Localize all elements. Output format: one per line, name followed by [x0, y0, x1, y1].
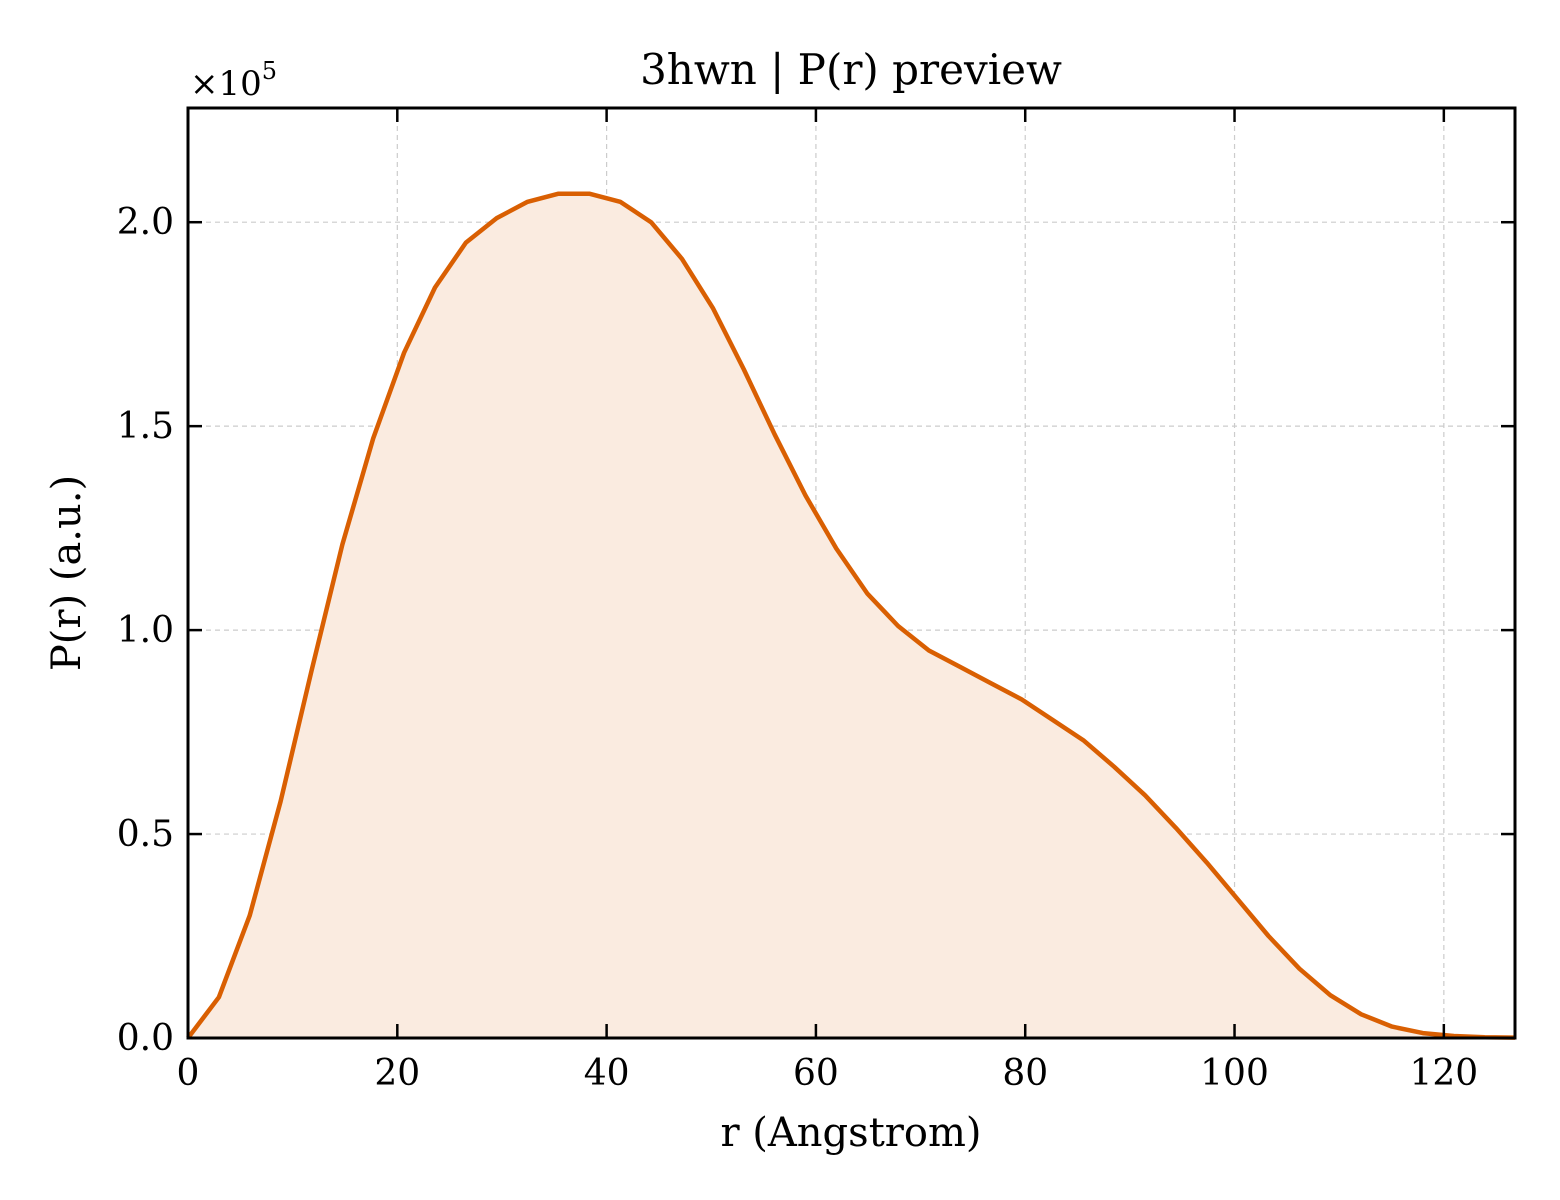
y-axis-title: P(r) (a.u.) [44, 475, 90, 671]
chart-title: 3hwn | P(r) preview [640, 45, 1062, 94]
x-tick-label: 100 [1200, 1053, 1269, 1094]
y-tick-label: 0.0 [117, 1018, 174, 1059]
x-tick-label: 60 [793, 1053, 839, 1094]
x-tick-label: 80 [1002, 1053, 1048, 1094]
y-tick-label: 1.0 [117, 610, 174, 651]
plot-frame [186, 106, 1517, 1040]
y-multiplier: ×105 [190, 57, 277, 104]
y-tick-label: 2.0 [117, 202, 174, 243]
x-tick-label: 20 [374, 1053, 420, 1094]
y-multiplier-exponent: 5 [262, 57, 277, 85]
x-tick-label: 40 [584, 1053, 630, 1094]
series-line [186, 191, 1516, 1040]
x-axis-title: r (Angstrom) [720, 1110, 981, 1156]
y-tick-label: 0.5 [117, 814, 174, 855]
y-multiplier-base: ×10 [190, 64, 262, 104]
x-tick-label: 0 [177, 1053, 200, 1094]
y-axis-ticks: 0.0 0.5 1.0 1.5 2.0 [117, 202, 1515, 1059]
x-axis-ticks: 0 20 40 60 80 100 120 [177, 108, 1478, 1094]
area-fill [188, 193, 1515, 1038]
x-tick-label: 120 [1409, 1053, 1478, 1094]
y-tick-label: 1.5 [117, 406, 174, 447]
